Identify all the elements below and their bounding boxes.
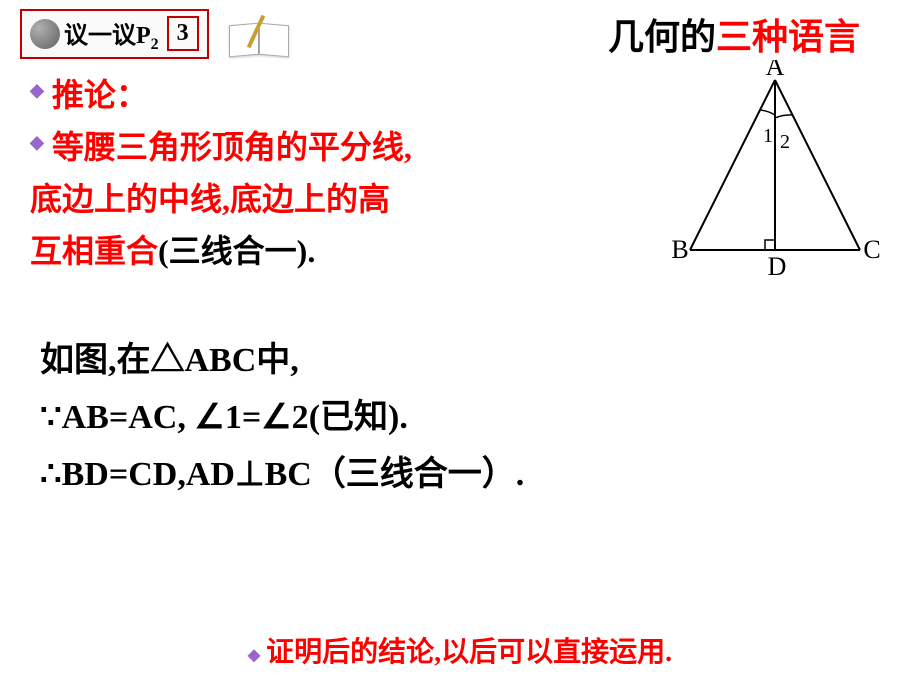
theorem-line-1: ◆ 等腰三角形顶角的平分线, <box>30 122 570 168</box>
vertex-d-label: D <box>768 252 787 281</box>
globe-icon <box>30 19 60 49</box>
theorem-line-3: 互相重合(三线合一). <box>30 226 570 272</box>
theorem-label: 推论： <box>52 70 148 116</box>
angle-2-label: 2 <box>780 131 790 153</box>
proof-line-3: ∴BD=CD,AD⊥BC（三线合一）. <box>40 446 890 495</box>
proof-line-1: 如图,在△ABC中, <box>40 332 890 381</box>
bullet-icon: ◆ <box>30 132 44 153</box>
triangle-diagram: A B C D 1 2 <box>660 60 890 290</box>
book-icon <box>229 14 289 54</box>
vertex-b-label: B <box>671 235 688 264</box>
bullet-icon: ◆ <box>30 80 44 101</box>
content-area: ◆ 推论： ◆ 等腰三角形顶角的平分线, 底边上的中线,底边上的高 互相重合(三… <box>0 60 920 495</box>
proof-block: 如图,在△ABC中, ∵AB=AC, ∠1=∠2(已知). ∴BD=CD,AD⊥… <box>30 332 890 495</box>
theorem-block: ◆ 推论： ◆ 等腰三角形顶角的平分线, 底边上的中线,底边上的高 互相重合(三… <box>30 70 570 272</box>
vertex-a-label: A <box>766 60 785 81</box>
theorem-line-2: 底边上的中线,底边上的高 <box>30 174 570 220</box>
footer-note: ◆证明后的结论,以后可以直接运用. <box>0 630 920 670</box>
angle-1-label: 1 <box>763 125 773 147</box>
discuss-box: 议一议P2 3 <box>20 9 209 60</box>
page-number-box: 3 <box>167 16 199 51</box>
bullet-icon: ◆ <box>248 647 260 664</box>
vertex-c-label: C <box>863 235 880 264</box>
theorem-label-line: ◆ 推论： <box>30 70 570 116</box>
top-bar: 议一议P2 3 几何的三种语言 <box>0 0 920 60</box>
page-title: 几何的三种语言 <box>608 8 860 60</box>
proof-line-2: ∵AB=AC, ∠1=∠2(已知). <box>40 389 890 438</box>
discuss-label: 议一议P2 <box>64 15 159 54</box>
